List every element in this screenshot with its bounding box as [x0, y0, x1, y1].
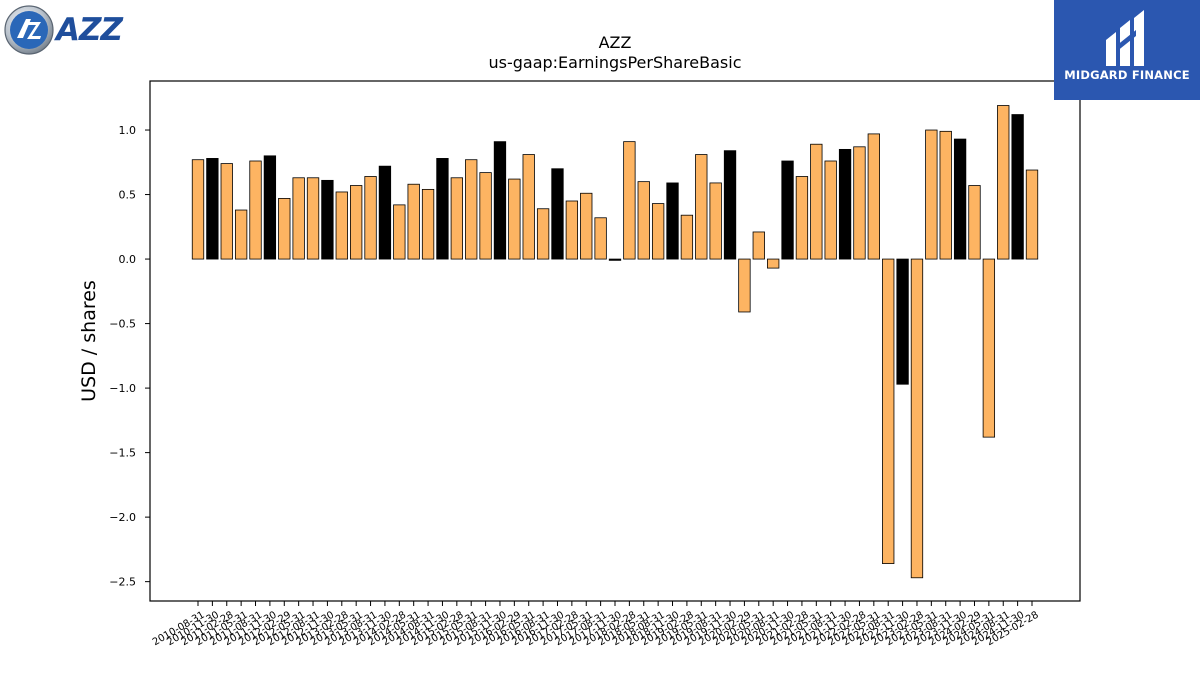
bar: [421, 188, 435, 260]
bar: [364, 176, 377, 260]
bar: [752, 231, 765, 260]
bar: [522, 154, 535, 260]
bar: [738, 258, 751, 313]
bar: [278, 198, 291, 260]
bar: [393, 204, 406, 260]
bar: [436, 158, 449, 260]
plot-area-frame: [149, 80, 1081, 602]
bar: [910, 258, 924, 579]
bar: [493, 141, 507, 260]
bar: [695, 154, 708, 260]
bar: [968, 185, 981, 260]
bar: [997, 105, 1010, 260]
bar: [867, 133, 880, 260]
bar: [882, 258, 895, 564]
chart-subtitle: us-gaap:EarningsPerShareBasic: [488, 53, 741, 72]
bar: [608, 258, 622, 261]
bar: [249, 160, 262, 260]
bar: [321, 179, 334, 260]
y-axis-label: USD / shares: [78, 280, 100, 402]
midgard-finance-logo: MIDGARD FINANCE: [1054, 0, 1200, 100]
bar: [637, 181, 650, 260]
bar: [1025, 169, 1039, 260]
x-axis-ticks: 2010-08-312010-11-302011-02-282011-05-31…: [151, 601, 1041, 648]
bar: [220, 163, 233, 260]
bar: [234, 209, 248, 260]
bar: [292, 177, 305, 260]
y-tick-label: 0.0: [119, 253, 137, 266]
bar: [925, 129, 938, 260]
bar: [206, 158, 219, 260]
bar: [953, 138, 967, 260]
y-axis-ticks: −2.5 −2.0 −1.5 −1.0 −0.5 0.0 0.5 1.0: [109, 124, 150, 589]
bar: [623, 141, 636, 260]
bar: [350, 185, 363, 260]
bar: [551, 168, 564, 260]
bar: [1011, 114, 1024, 260]
bar: [723, 150, 737, 260]
bar: [263, 155, 277, 260]
bar: [651, 203, 665, 260]
bar: [939, 130, 952, 260]
bar: [767, 258, 780, 269]
bar: [594, 217, 607, 260]
bar: [982, 258, 996, 438]
y-tick-label: −1.5: [109, 447, 136, 460]
bar: [810, 143, 823, 260]
midgard-wordmark: MIDGARD FINANCE: [1064, 68, 1190, 82]
bar: [565, 200, 579, 260]
bar: [508, 178, 521, 260]
bar-group: [191, 105, 1039, 579]
y-tick-label: 1.0: [119, 124, 137, 137]
bar: [580, 192, 593, 260]
bar: [479, 172, 492, 260]
bar: [407, 183, 420, 260]
bar: [450, 177, 463, 260]
y-tick-label: 0.5: [119, 189, 137, 202]
azz-wordmark: AZZ: [56, 12, 123, 48]
y-tick-label: −2.5: [109, 576, 136, 589]
bar: [853, 146, 866, 260]
midgard-mark-icon: [1106, 10, 1144, 66]
bar: [465, 159, 478, 260]
chart-title: AZZ: [599, 33, 632, 52]
azz-logo: AZZ: [4, 4, 134, 56]
y-tick-label: −2.0: [109, 511, 136, 524]
bar: [838, 148, 852, 260]
bar: [378, 165, 392, 260]
bar: [824, 160, 837, 260]
bar: [536, 208, 550, 260]
bar: [795, 176, 809, 260]
y-tick-label: −1.0: [109, 382, 136, 395]
bar: [896, 258, 909, 385]
bar: [680, 214, 694, 260]
bar: [709, 182, 722, 260]
bar: [191, 159, 205, 260]
y-tick-label: −0.5: [109, 318, 136, 331]
bar: [306, 177, 320, 260]
bar: [781, 160, 794, 260]
bar: [335, 191, 348, 260]
bar: [666, 182, 679, 260]
